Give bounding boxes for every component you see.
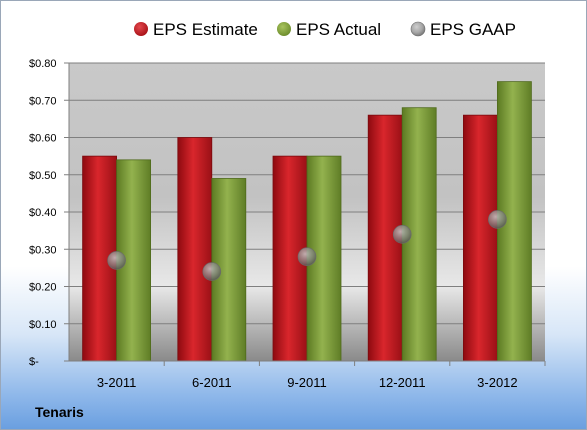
legend-eps-actual-label: EPS Actual	[296, 20, 381, 39]
y-tick-label: $0.50	[29, 170, 57, 182]
marker-eps-gaap	[392, 225, 412, 244]
y-tick-label: $-	[29, 356, 39, 368]
legend: EPS Estimate EPS Actual EPS GAAP	[134, 20, 516, 39]
x-tick-label: 3-2012	[477, 375, 517, 390]
x-tick-label: 6-2011	[192, 375, 232, 390]
y-tick-label: $0.60	[29, 133, 57, 145]
x-axis: 3-2011 6-2011 9-2011 12-2011 3-2012	[69, 360, 546, 390]
legend-eps-gaap-swatch	[410, 21, 426, 37]
marker-eps-gaap	[297, 247, 317, 266]
x-tick-label: 12-2011	[379, 375, 426, 390]
y-tick-label: $0.10	[29, 319, 57, 331]
gaap-markers	[107, 210, 507, 281]
y-axis: $0.80 $0.70 $0.60 $0.50 $0.40 $0.30 $0.20 $0.10…	[29, 58, 70, 368]
legend-eps-gaap-label: EPS GAAP	[430, 20, 516, 39]
y-tick-label: $0.30	[29, 244, 57, 256]
company-name: Tenaris	[35, 404, 84, 420]
y-tick-label: $0.70	[29, 95, 57, 107]
legend-eps-actual-swatch	[277, 22, 291, 36]
marker-eps-gaap	[107, 251, 126, 270]
x-tick-label: 3-2011	[97, 375, 137, 390]
legend-eps-estimate-swatch	[134, 22, 148, 36]
y-tick-label: $0.40	[29, 207, 57, 219]
x-tick-label: 9-2011	[287, 375, 327, 390]
legend-eps-estimate-label: EPS Estimate	[153, 20, 258, 39]
marker-eps-gaap	[202, 262, 222, 281]
y-tick-label: $0.20	[29, 282, 57, 294]
bar-eps-estimate	[462, 114, 498, 362]
bar-eps-estimate	[177, 137, 213, 362]
marker-eps-gaap	[488, 210, 507, 229]
y-tick-label: $0.80	[29, 58, 57, 70]
